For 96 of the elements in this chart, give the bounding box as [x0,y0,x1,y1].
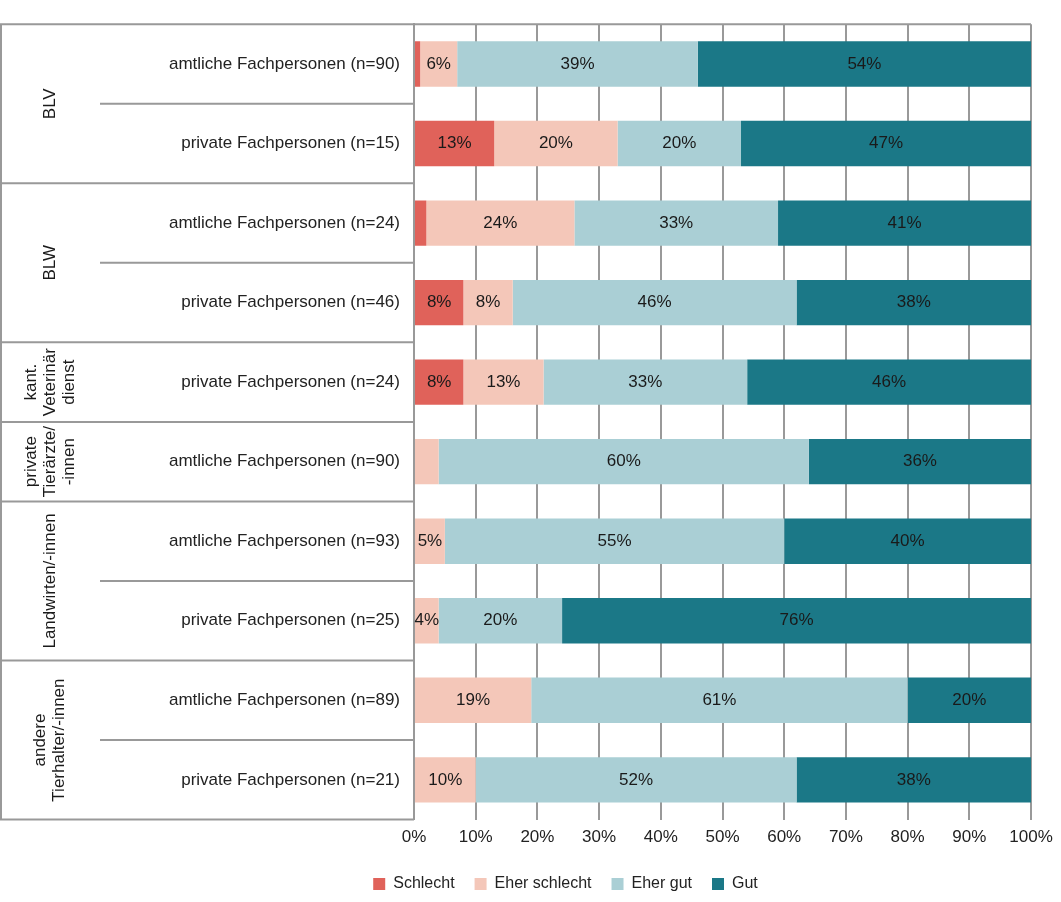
bar [438,439,809,485]
data-label: 46% [872,371,907,391]
data-label: 19% [456,689,491,709]
data-label: 8% [426,292,452,312]
bar [457,41,698,87]
text: BLW [39,245,59,281]
bar [531,677,908,723]
data-label: 47% [868,133,904,153]
bar [415,359,464,405]
bar [494,120,618,167]
bar [426,200,575,246]
data-label: 13% [486,371,521,391]
text: kant. Veterinärdienst [20,347,78,417]
data-label: 20% [483,610,518,630]
bar [420,41,458,87]
data-label: 41% [887,212,922,232]
data-label: 38% [896,292,931,312]
bar [574,200,779,246]
x-tick-label: 80% [890,827,925,847]
bar [562,598,1031,644]
y-tick-label: private Fachpersonen (n=21) [181,769,400,789]
x-tick-label: 70% [828,827,863,847]
data-label: 46% [637,292,672,312]
bar [475,757,797,803]
text: private Tierärzte/-innen [20,425,78,498]
y-tick-label: private Fachpersonen (n=15) [181,133,400,153]
data-label: 36% [902,451,937,471]
x-tick-label: 90% [952,827,987,847]
data-label: 33% [628,371,663,391]
data-label: 6% [426,53,451,73]
bar [415,200,427,246]
x-tick-label: 0% [401,827,427,847]
y-tick-label: private Fachpersonen (n=46) [181,292,400,312]
bar [415,120,495,167]
bar [778,200,1031,246]
bar [617,120,742,167]
bar [463,359,544,405]
data-label: 76% [779,610,814,630]
legend-label: Schlecht [393,874,456,892]
data-label: 24% [483,212,518,232]
data-label: 5% [417,530,443,550]
bar [741,120,1031,167]
bar [415,677,532,723]
bar [463,279,513,326]
data-label: 20% [662,133,697,153]
bar [796,279,1031,326]
bar [907,677,1031,723]
data-label: 40% [890,530,925,550]
x-tick-label: 30% [582,827,617,847]
bar [697,41,1031,87]
bar [415,757,476,803]
bar [444,518,785,564]
data-label: 61% [702,689,737,709]
x-tick-label: 60% [767,827,802,847]
data-label: 4% [414,610,440,630]
bar [784,518,1031,564]
y-tick-label: amtliche Fachpersonen (n=24) [168,212,400,232]
bar [808,439,1031,485]
data-label: 54% [847,53,882,73]
data-label: 20% [952,689,987,709]
x-tick-label: 100% [1009,827,1053,847]
y-tick-label: private Fachpersonen (n=24) [181,371,400,391]
legend-label: Gut [732,874,759,892]
data-label: 8% [426,371,452,391]
data-label: 60% [606,451,641,471]
data-label: 33% [659,212,694,232]
bar [415,279,464,326]
y-tick-label: private Fachpersonen (n=25) [181,610,400,630]
legend-label: Eher gut [631,874,693,892]
data-label: 52% [619,769,654,789]
bar [512,279,797,326]
bar [415,439,439,485]
data-label: 38% [896,769,931,789]
data-label: 55% [597,530,632,550]
x-tick-label: 10% [458,827,493,847]
data-label: 20% [538,133,573,153]
bar [796,757,1031,803]
data-label: 13% [437,133,472,153]
data-label: 8% [475,292,501,312]
bar [415,41,421,87]
y-tick-label: amtliche Fachpersonen (n=90) [168,53,400,73]
bar [543,359,748,405]
y-tick-label: amtliche Fachpersonen (n=90) [168,451,400,471]
data-label: 10% [428,769,463,789]
bar [747,359,1031,405]
bar [438,598,563,644]
data-label: 39% [560,53,595,73]
y-tick-label: amtliche Fachpersonen (n=93) [168,530,400,550]
text: BLV [39,87,59,120]
x-tick-label: 20% [520,827,555,847]
x-tick-label: 50% [705,827,740,847]
y-tick-label: amtliche Fachpersonen (n=89) [168,689,400,709]
x-tick-label: 40% [643,827,678,847]
text: andere Tierhalter/-innen [30,678,69,802]
legend-label: Eher schlecht [494,874,593,892]
text: Landwirten/-innen [39,513,59,649]
